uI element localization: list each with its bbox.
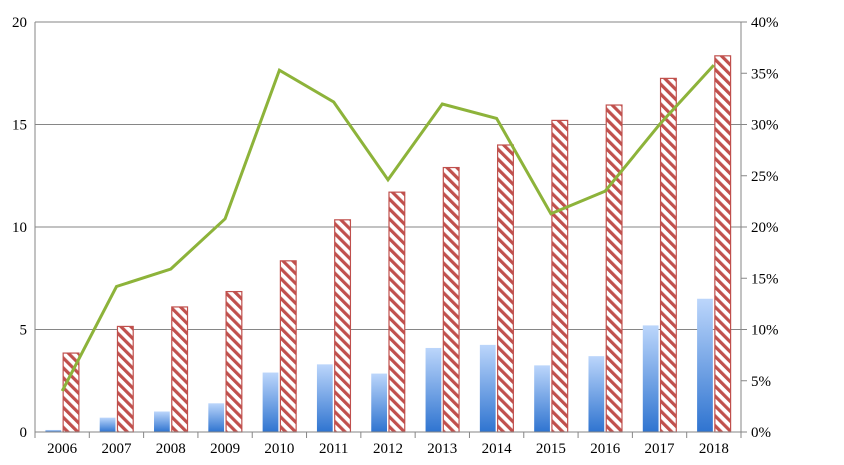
bar-red-hatched — [171, 306, 189, 433]
x-tick-label: 2014 — [482, 441, 513, 457]
bar-red-hatched — [714, 55, 732, 433]
bar-blue — [697, 298, 713, 432]
ratio-line — [60, 64, 715, 392]
bar-red-hatched — [334, 219, 352, 433]
x-tick-label: 2006 — [47, 441, 78, 457]
ratio-line-path — [60, 64, 715, 392]
y-right-tick-label: 0% — [751, 425, 771, 441]
bars — [45, 55, 732, 433]
bar-blue — [479, 344, 496, 432]
y-right-tick-label: 25% — [751, 169, 779, 185]
tick-labels: 0 5 10 15 20 0% 5% 10% 15% 20% 25% 30% 35% 40% 2006 200… — [12, 15, 779, 457]
y-left-tick-label: 0 — [20, 425, 28, 441]
bar-red-hatched — [225, 290, 243, 433]
y-left-tick-label: 5 — [20, 323, 28, 339]
y-right-tick-label: 30% — [751, 118, 779, 134]
x-tick-label: 2017 — [645, 441, 676, 457]
bar-blue — [425, 347, 442, 432]
bar-blue — [262, 372, 279, 432]
bar-red-hatched — [659, 77, 677, 433]
bar-blue — [154, 411, 170, 432]
y-right-tick-label: 10% — [751, 323, 779, 339]
y-right-tick-label: 5% — [751, 374, 771, 390]
y-left-tick-label: 20 — [12, 15, 27, 31]
gridlines — [35, 21, 741, 330]
bar-blue — [371, 373, 387, 432]
bar-blue — [534, 365, 550, 432]
bar-blue — [316, 364, 333, 432]
bar-blue — [642, 325, 659, 432]
x-tick-label: 2011 — [319, 441, 348, 457]
x-tick-label: 2007 — [101, 441, 132, 457]
x-tick-label: 2016 — [590, 441, 621, 457]
y-right-tick-label: 20% — [751, 220, 779, 236]
x-tick-label: 2008 — [156, 441, 186, 457]
x-tick-label: 2012 — [373, 441, 403, 457]
x-tick-label: 2010 — [264, 441, 294, 457]
bar-red-hatched — [279, 260, 297, 433]
bar-red-hatched — [551, 119, 569, 433]
y-left-tick-label: 15 — [12, 118, 27, 134]
bar-red-hatched — [116, 325, 134, 433]
bar-red-hatched — [605, 104, 623, 433]
bar-blue — [99, 417, 116, 432]
y-right-tick-label: 35% — [751, 66, 779, 82]
y-left-tick-label: 10 — [12, 220, 27, 236]
x-tick-label: 2015 — [536, 441, 566, 457]
y-right-tick-label: 15% — [751, 271, 779, 287]
bar-blue — [208, 403, 225, 432]
bar-blue — [588, 356, 605, 432]
axes — [34, 21, 747, 438]
bar-red-hatched — [388, 191, 406, 433]
bar-blue — [45, 429, 62, 432]
x-tick-label: 2013 — [427, 441, 457, 457]
x-tick-label: 2009 — [210, 441, 240, 457]
bar-red-hatched — [442, 166, 460, 433]
bar-red-hatched — [497, 144, 514, 433]
x-tick-label: 2018 — [699, 441, 729, 457]
y-right-tick-label: 40% — [751, 15, 779, 31]
